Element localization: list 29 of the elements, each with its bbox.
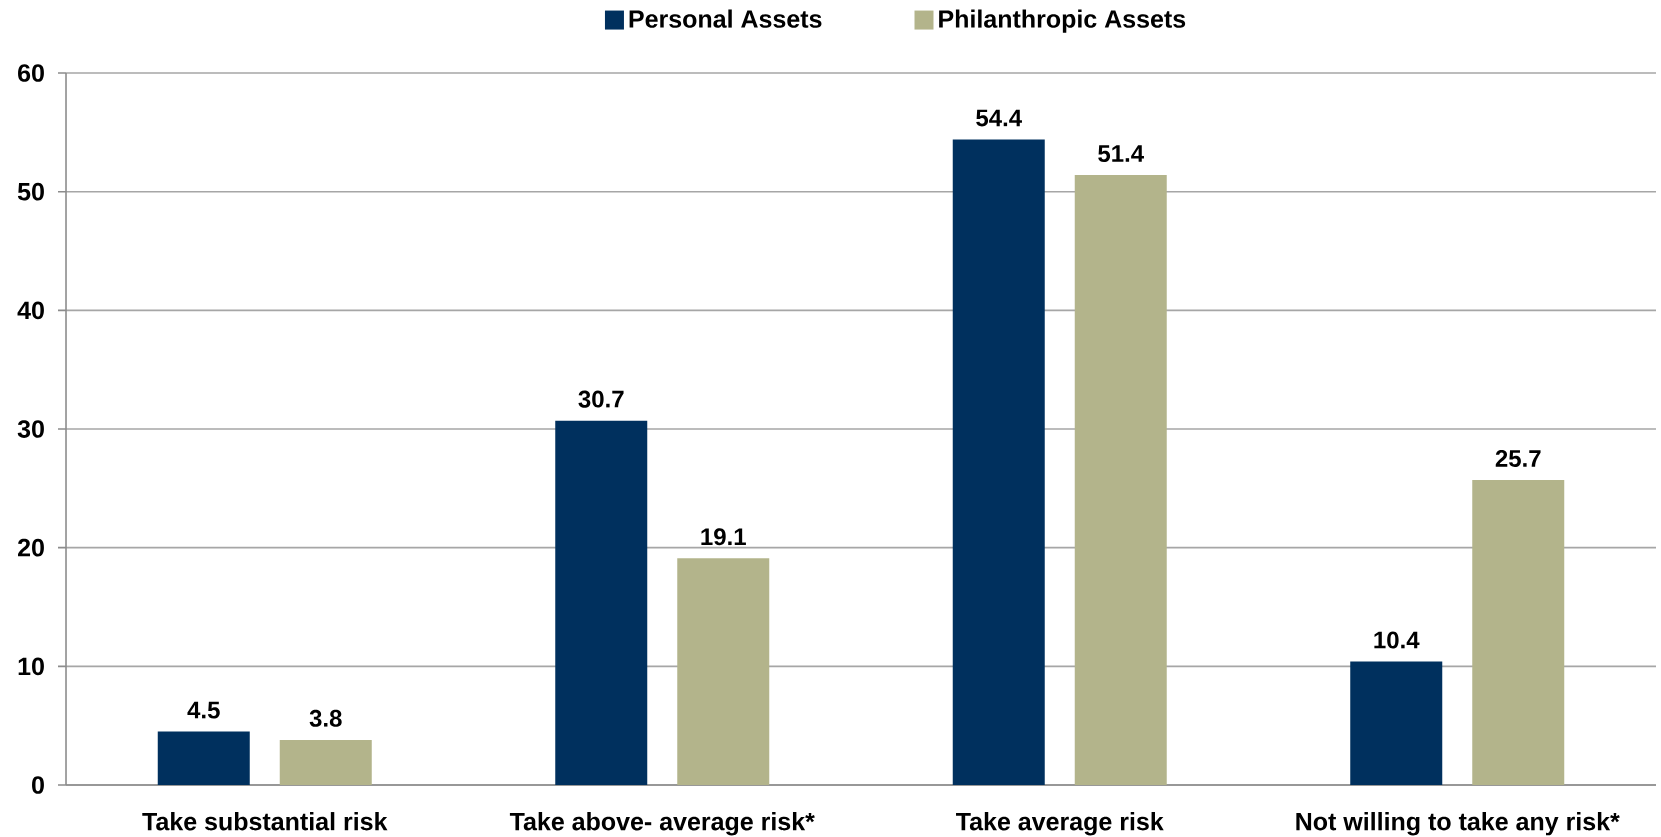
data-label: 3.8 (309, 709, 342, 727)
data-label: 25.7 (1495, 449, 1541, 467)
data-label: 4.5 (187, 701, 220, 719)
data-label: 10.4 (1374, 631, 1420, 649)
y-tick-label: 20 (18, 538, 44, 557)
bar (157, 731, 250, 785)
bar (1472, 480, 1565, 785)
bar (1350, 661, 1443, 785)
legend-label: Philanthropic Assets (939, 9, 1186, 33)
y-tick-label: 0 (32, 776, 44, 794)
bar (1074, 175, 1167, 785)
x-tick-label: Take substantial risk (142, 812, 388, 831)
y-tick-label: 60 (18, 64, 44, 82)
x-tick-label: Take average risk (956, 812, 1164, 836)
y-tick-label: 30 (17, 420, 44, 438)
bar (952, 139, 1045, 785)
data-label: 19.1 (701, 528, 746, 546)
data-label: 51.4 (1098, 145, 1144, 162)
bar (279, 739, 372, 785)
bar (677, 558, 770, 785)
x-tick-label: Take above- average risk* (509, 812, 815, 836)
y-tick-label: 10 (18, 657, 44, 676)
bar (555, 420, 648, 785)
legend-label: Personal Assets (629, 9, 822, 28)
data-label: 54.4 (976, 109, 1022, 127)
y-tick-label: 50 (17, 182, 44, 201)
y-tick-label: 40 (17, 301, 44, 320)
data-label: 30.7 (578, 390, 624, 408)
x-tick-label: Not willing to take any risk* (1296, 812, 1620, 836)
